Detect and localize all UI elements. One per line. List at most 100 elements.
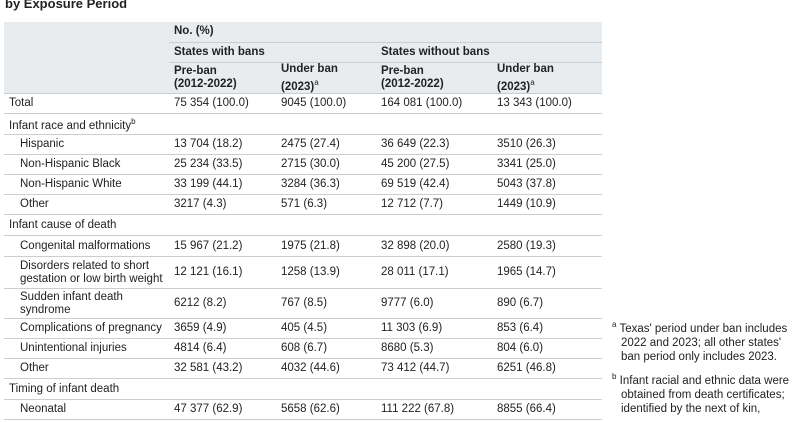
table-cell: 13 343 (100.0) — [492, 93, 603, 115]
table-cell: 111 222 (67.8) — [376, 399, 492, 421]
footnote: b Infant racial and ethnic data were obt… — [612, 370, 797, 416]
row-label: Timing of infant death — [4, 378, 603, 401]
table-cell: 12 712 (7.7) — [376, 194, 492, 216]
table-row: Complications of pregnancy 3659 (4.9) 405 … — [4, 318, 603, 340]
column-sub: (2023) — [497, 80, 531, 93]
table-cell: 36 649 (22.3) — [376, 134, 492, 156]
footnote-mark: b — [131, 117, 136, 127]
table-row: Non-Hispanic White 33 199 (44.1) 3284 (36.… — [4, 174, 603, 196]
footnotes: a Texas' period under ban includes 2022 … — [612, 318, 797, 422]
table-cell: 3217 (4.3) — [169, 194, 276, 216]
footnote-mark: a — [314, 77, 319, 87]
row-label-text: Infant cause of death — [9, 218, 117, 231]
table-cell: 8855 (66.4) — [492, 399, 603, 421]
table-row: Congenital malformations 15 967 (21.2) 197… — [4, 235, 603, 258]
table-cell: 405 (4.5) — [276, 318, 376, 340]
table-row: Total 75 354 (100.0) 9045 (100.0) 164 081 (… — [4, 93, 603, 115]
table-cell: 4814 (6.4) — [169, 338, 276, 360]
footnote-mark: b — [612, 371, 617, 381]
header-row: No. (%) — [4, 22, 603, 43]
data-table: No. (%) States with bans States without ba… — [4, 22, 603, 421]
table-row: Infant cause of death — [4, 214, 603, 237]
column-sub: (2012-2022) — [174, 77, 237, 90]
row-label-text: Congenital malformations — [20, 239, 151, 252]
row-label: Unintentional injuries — [4, 338, 169, 360]
column-label: Pre-ban — [381, 64, 424, 77]
row-label-text: Other — [20, 362, 49, 375]
table-body: No. (%) States with bans States without ba… — [4, 22, 603, 421]
row-label-text: Other — [20, 198, 49, 211]
table-row: Other 32 581 (43.2) 4032 (44.6) 73 412 (44.… — [4, 358, 603, 380]
column-header: Pre-ban (2012-2022) — [376, 62, 492, 95]
row-label: Other — [4, 358, 169, 380]
row-label: Infant race and ethnicityb — [4, 113, 603, 136]
table-cell: 45 200 (27.5) — [376, 154, 492, 176]
row-label-text: Unintentional injuries — [20, 342, 127, 355]
table-cell: 1965 (14.7) — [492, 256, 603, 290]
table-cell: 25 234 (33.5) — [169, 154, 276, 176]
table-cell: 6212 (8.2) — [169, 288, 276, 320]
title: by Exposure Period — [5, 0, 128, 11]
row-label-text: Timing of infant death — [9, 382, 120, 395]
column-sub: (2012-2022) — [381, 77, 444, 90]
table-cell: 2580 (19.3) — [492, 235, 603, 258]
row-label-text: Infant race and ethnicity — [9, 120, 132, 133]
row-label-text: Hispanic — [20, 138, 65, 151]
row-label: Sudden infant death syndrome — [4, 288, 169, 320]
header-row: States with bans States without bans — [4, 42, 603, 63]
group-label: States without bans — [376, 42, 603, 63]
table-cell: 69 519 (42.4) — [376, 174, 492, 196]
table-cell: 608 (6.7) — [276, 338, 376, 360]
footnote: a Texas' period under ban includes 2022 … — [612, 318, 797, 364]
table-cell: 2475 (27.4) — [276, 134, 376, 156]
table-cell: 4032 (44.6) — [276, 358, 376, 380]
row-label: Non-Hispanic White — [4, 174, 169, 196]
row-label: Non-Hispanic Black — [4, 154, 169, 176]
table-cell: 164 081 (100.0) — [376, 93, 492, 115]
table-cell: 33 199 (44.1) — [169, 174, 276, 196]
group-label: States with bans — [169, 42, 376, 63]
table-cell: 1975 (21.8) — [276, 235, 376, 258]
row-label-text: Disorders related to short gestation or … — [20, 259, 163, 285]
table-cell: 5043 (37.8) — [492, 174, 603, 196]
table-cell: 32 581 (43.2) — [169, 358, 276, 380]
footnote-text: Infant racial and ethnic data were obtai… — [619, 374, 790, 415]
row-label: Hispanic — [4, 134, 169, 156]
header-cell — [4, 22, 169, 42]
column-label: Pre-ban — [174, 64, 217, 77]
table-row: Disorders related to short gestation or … — [4, 256, 603, 290]
header-cell — [4, 42, 169, 62]
row-label-text: Complications of pregnancy — [20, 322, 162, 335]
row-label: Congenital malformations — [4, 235, 169, 258]
column-header: Under ban (2023)a — [492, 62, 603, 95]
table-cell: 47 377 (62.9) — [169, 399, 276, 421]
table-cell: 1449 (10.9) — [492, 194, 603, 216]
table-cell: 3510 (26.3) — [492, 134, 603, 156]
row-label-text: Non-Hispanic White — [20, 178, 122, 191]
table-cell: 32 898 (20.0) — [376, 235, 492, 258]
table-cell: 5658 (62.6) — [276, 399, 376, 421]
footnote-mark: a — [530, 77, 535, 87]
table-cell: 11 303 (6.9) — [376, 318, 492, 340]
row-label-text: Total — [9, 97, 34, 110]
table-cell: 15 967 (21.2) — [169, 235, 276, 258]
table-cell: 890 (6.7) — [492, 288, 603, 320]
table-cell: 12 121 (16.1) — [169, 256, 276, 290]
row-label: Infant cause of death — [4, 214, 603, 237]
table-cell: 8680 (5.3) — [376, 338, 492, 360]
footnote-text: Texas' period under ban includes 2022 an… — [619, 322, 788, 363]
column-header: Pre-ban (2012-2022) — [169, 62, 276, 95]
footnote-mark: a — [612, 320, 617, 329]
table-cell: 3341 (25.0) — [492, 154, 603, 176]
table-cell: 28 011 (17.1) — [376, 256, 492, 290]
table-row: Sudden infant death syndrome 6212 (8.2) 76… — [4, 288, 603, 320]
column-label: Under ban — [497, 62, 554, 75]
table-cell: 3284 (36.3) — [276, 174, 376, 196]
table-row: Neonatal 47 377 (62.9) 5658 (62.6) 111 222 … — [4, 399, 603, 421]
header-cell — [4, 62, 169, 95]
unit-label: No. (%) — [169, 22, 603, 43]
table-cell: 3659 (4.9) — [169, 318, 276, 340]
column-label: Under ban — [281, 62, 338, 75]
table-cell: 75 354 (100.0) — [169, 93, 276, 115]
